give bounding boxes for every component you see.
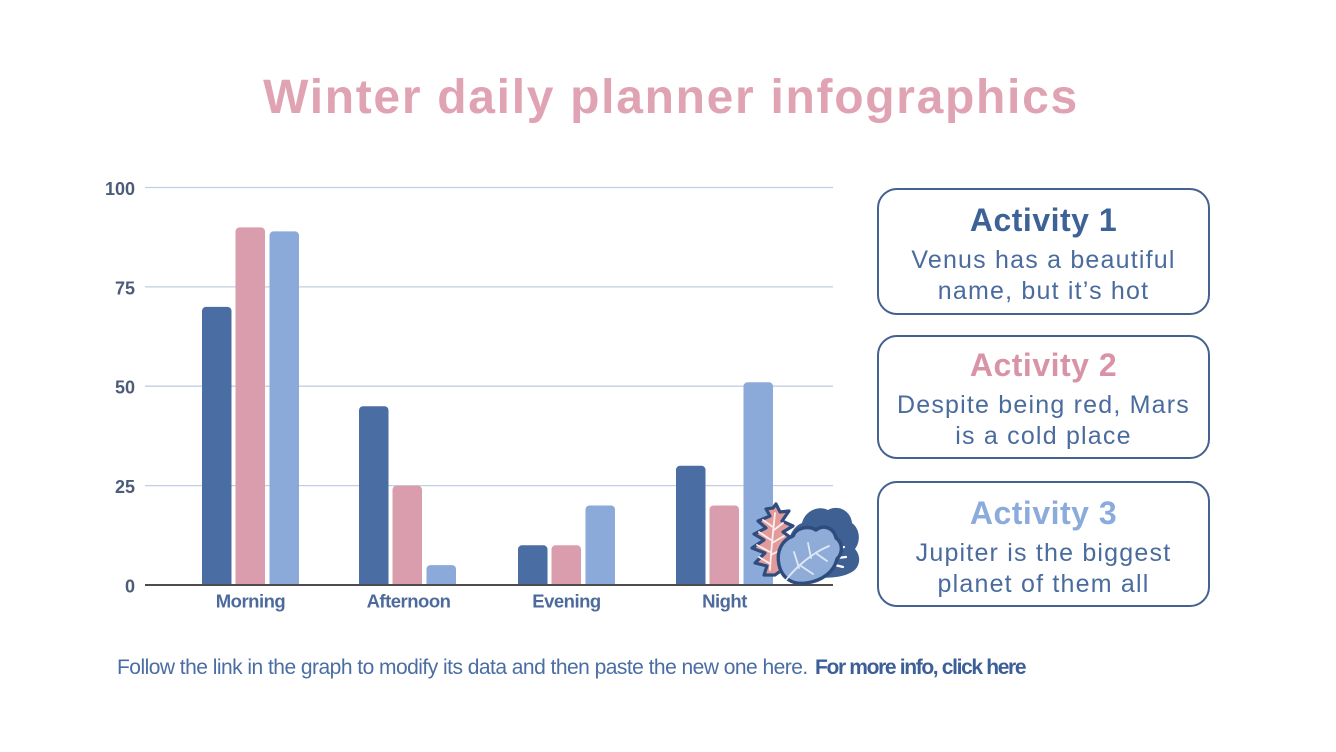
svg-text:25: 25 — [115, 477, 135, 497]
svg-text:Afternoon: Afternoon — [367, 591, 451, 612]
svg-text:Night: Night — [702, 591, 747, 612]
svg-text:100: 100 — [105, 179, 135, 199]
svg-text:0: 0 — [125, 576, 135, 596]
svg-text:Morning: Morning — [216, 591, 286, 612]
svg-text:75: 75 — [115, 278, 135, 298]
svg-text:50: 50 — [115, 378, 135, 398]
svg-text:Evening: Evening — [532, 591, 601, 612]
